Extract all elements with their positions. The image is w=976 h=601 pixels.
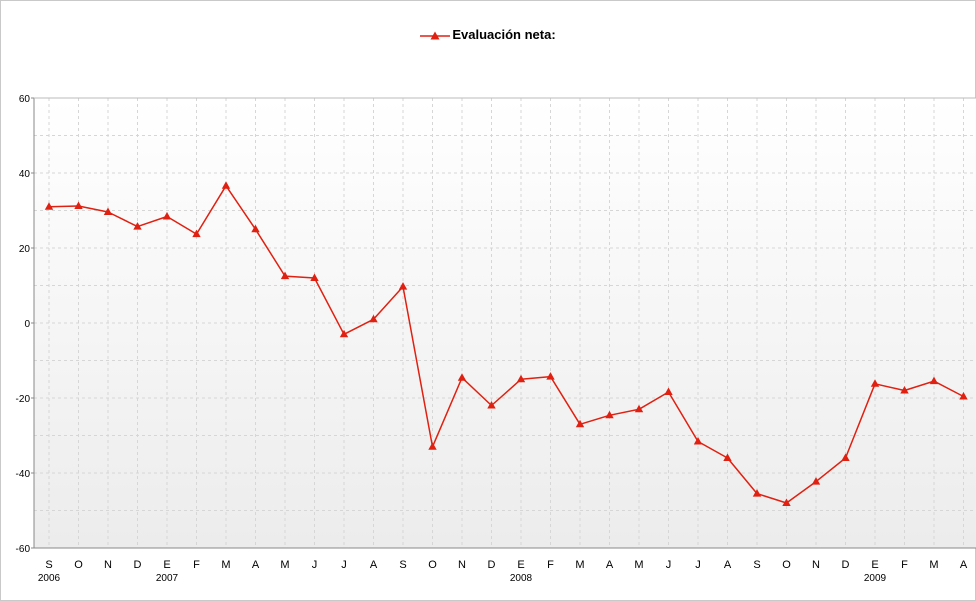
x-tick-label: F — [547, 559, 554, 571]
x-tick-label: S — [753, 559, 760, 571]
data-point — [752, 489, 762, 497]
data-point — [811, 477, 821, 485]
x-tick-label: O — [74, 559, 83, 571]
x-tick-label: S — [399, 559, 406, 571]
x-tick-label: D — [842, 559, 850, 571]
series-evaluacion-neta — [44, 181, 968, 506]
x-tick-label: J — [666, 559, 672, 571]
data-point — [192, 229, 201, 238]
x-year-label: 2009 — [864, 573, 887, 584]
legend-swatch — [420, 30, 451, 42]
x-tick-label: M — [634, 559, 643, 571]
data-point — [428, 442, 437, 450]
x-tick-label: M — [575, 559, 584, 571]
data-point — [841, 453, 850, 461]
x-axis-ticks: S O N D E F M A M J J A S O N D E F M A M J J A S O N D E F M A 2006 2007… — [38, 559, 968, 584]
data-point — [900, 386, 909, 394]
data-point — [369, 314, 378, 323]
y-tick-label: 40 — [19, 169, 31, 180]
data-point — [870, 379, 880, 387]
x-tick-label: J — [312, 559, 318, 571]
x-tick-label: A — [960, 559, 968, 571]
data-point — [782, 498, 791, 506]
data-point — [487, 401, 496, 409]
y-tick-label: -40 — [16, 469, 31, 480]
x-tick-label: A — [252, 559, 260, 571]
data-point — [162, 212, 172, 220]
x-tick-label: E — [517, 559, 524, 571]
legend: Evaluación neta: — [0, 27, 976, 42]
x-tick-label: D — [488, 559, 496, 571]
data-point — [339, 329, 349, 338]
data-point — [605, 410, 614, 419]
x-tick-label: F — [193, 559, 200, 571]
x-tick-label: F — [901, 559, 908, 571]
x-year-label: 2006 — [38, 573, 61, 584]
x-tick-label: O — [782, 559, 791, 571]
x-tick-label: E — [871, 559, 878, 571]
data-point — [221, 181, 231, 189]
data-point — [516, 374, 526, 383]
x-tick-label: M — [280, 559, 289, 571]
x-tick-label: J — [695, 559, 701, 571]
series-line — [48, 185, 964, 504]
x-tick-label: A — [606, 559, 614, 571]
data-point — [546, 372, 555, 380]
data-point — [929, 376, 939, 385]
data-point — [457, 373, 467, 381]
x-tick-label: D — [134, 559, 142, 571]
y-tick-label: 0 — [24, 319, 30, 330]
x-year-label: 2007 — [156, 573, 179, 584]
data-point — [959, 392, 968, 400]
data-point — [44, 202, 54, 210]
y-axis-ticks: 60 40 20 0 -20 -40 -60 — [16, 94, 34, 555]
x-tick-label: M — [929, 559, 938, 571]
data-point — [251, 224, 260, 233]
x-tick-label: S — [45, 559, 52, 571]
data-point — [634, 404, 644, 413]
x-tick-label: A — [724, 559, 732, 571]
x-tick-label: J — [341, 559, 347, 571]
data-point — [575, 419, 585, 428]
x-tick-label: A — [370, 559, 378, 571]
data-point — [280, 271, 290, 280]
x-year-label: 2008 — [510, 573, 533, 584]
data-point — [723, 453, 732, 461]
x-tick-label: N — [104, 559, 112, 571]
y-tick-label: -60 — [16, 544, 31, 555]
data-point — [133, 222, 142, 230]
x-tick-label: E — [163, 559, 170, 571]
x-tick-label: N — [458, 559, 466, 571]
data-point — [103, 207, 113, 215]
data-point — [398, 282, 408, 290]
x-tick-label: M — [221, 559, 230, 571]
legend-label: Evaluación neta: — [452, 27, 556, 42]
y-tick-label: -20 — [16, 394, 31, 405]
data-point — [693, 437, 703, 445]
x-tick-label: N — [812, 559, 820, 571]
y-tick-label: 20 — [19, 244, 31, 255]
data-point — [664, 387, 673, 395]
data-point — [74, 201, 83, 209]
y-tick-label: 60 — [19, 94, 31, 105]
x-tick-label: O — [428, 559, 437, 571]
data-point — [310, 273, 319, 281]
